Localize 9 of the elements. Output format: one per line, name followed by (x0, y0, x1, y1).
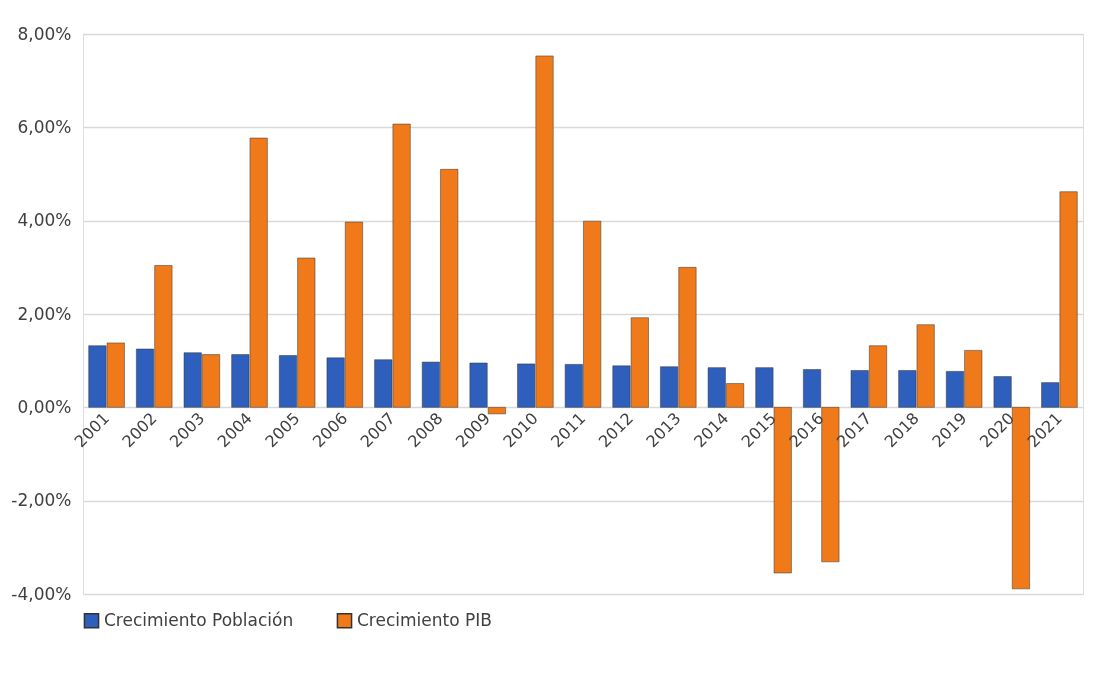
y-tick-label: -4,00% (11, 583, 72, 604)
y-tick-label: 8,00% (17, 23, 72, 44)
y-tick-label: 6,00% (17, 116, 72, 137)
y-tick-label: 4,00% (17, 210, 72, 231)
y-tick-label: 0,00% (17, 396, 72, 417)
y-tick-label: -2,00% (11, 490, 72, 511)
legend-label: Crecimiento PIB (357, 609, 492, 630)
legend-label: Crecimiento Población (104, 609, 294, 630)
y-tick-label: 2,00% (17, 303, 72, 324)
